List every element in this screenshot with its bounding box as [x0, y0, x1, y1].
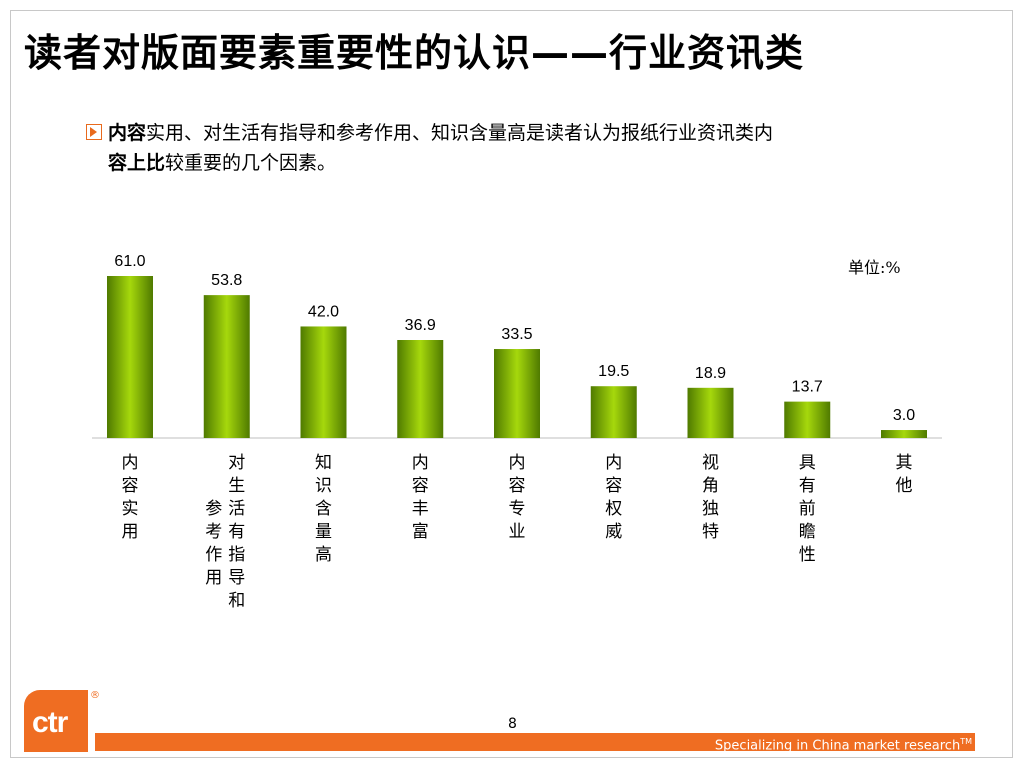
footer-tagline-text: Specializing in China market research — [714, 738, 961, 754]
bar-3 — [397, 340, 444, 438]
category-label-0: 内容实用 — [122, 453, 139, 542]
bar-1 — [203, 295, 250, 438]
category-label-7: 具有前瞻性 — [799, 453, 816, 565]
value-label-1: 53.8 — [211, 272, 242, 289]
category-label-4: 内容专业 — [509, 453, 526, 542]
value-label-7: 13.7 — [792, 379, 823, 396]
category-label-2: 知识含量高 — [315, 453, 332, 565]
summary-bold-1: 内容 — [108, 122, 147, 144]
summary-text-1: 实用、对生活有指导和参考作用、知识含量高是读者认为报纸行业资讯类内 — [146, 122, 774, 144]
bar-6 — [687, 387, 734, 438]
value-label-0: 61.0 — [114, 253, 145, 270]
value-label-4: 33.5 — [501, 326, 532, 343]
category-label-8: 其他 — [896, 453, 913, 496]
footer-bar — [95, 733, 975, 751]
bar-7 — [784, 401, 831, 438]
value-label-2: 42.0 — [308, 303, 339, 320]
summary-text-2: 较重要的几个因素。 — [165, 152, 337, 174]
summary-text: 内容实用、对生活有指导和参考作用、知识含量高是读者认为报纸行业资讯类内容上比较重… — [108, 118, 936, 178]
value-label-6: 18.9 — [695, 365, 726, 382]
bar-8 — [881, 430, 927, 438]
summary-bullet: 内容实用、对生活有指导和参考作用、知识含量高是读者认为报纸行业资讯类内容上比较重… — [86, 118, 936, 178]
bar-5 — [590, 386, 637, 438]
category-label-6: 视角独特 — [702, 453, 719, 542]
category-label-1: 对生活有指导和参考作用 — [205, 453, 245, 611]
category-label-3: 内容丰富 — [412, 453, 429, 542]
ctr-logo — [24, 690, 88, 752]
bar-4 — [494, 349, 540, 438]
bar-0 — [107, 276, 153, 438]
bullet-arrow-icon — [86, 124, 102, 140]
page-number: 8 — [508, 716, 517, 732]
footer-tm: TM — [960, 737, 972, 746]
footer-tagline: Specializing in China market researchTM — [715, 733, 972, 755]
category-label-5: 内容权威 — [605, 453, 622, 542]
registered-mark: ® — [90, 690, 100, 701]
summary-bold-2: 容上比 — [108, 152, 166, 174]
logo-text: ctr — [32, 706, 68, 739]
bar-2 — [300, 326, 347, 438]
page-title: 读者对版面要素重要性的认识——行业资讯类 — [24, 31, 805, 75]
slide-frame — [10, 10, 1013, 758]
unit-label: 单位:% — [848, 258, 901, 277]
value-label-3: 36.9 — [405, 317, 436, 334]
value-label-8: 3.0 — [893, 407, 915, 424]
value-label-5: 19.5 — [598, 363, 629, 380]
